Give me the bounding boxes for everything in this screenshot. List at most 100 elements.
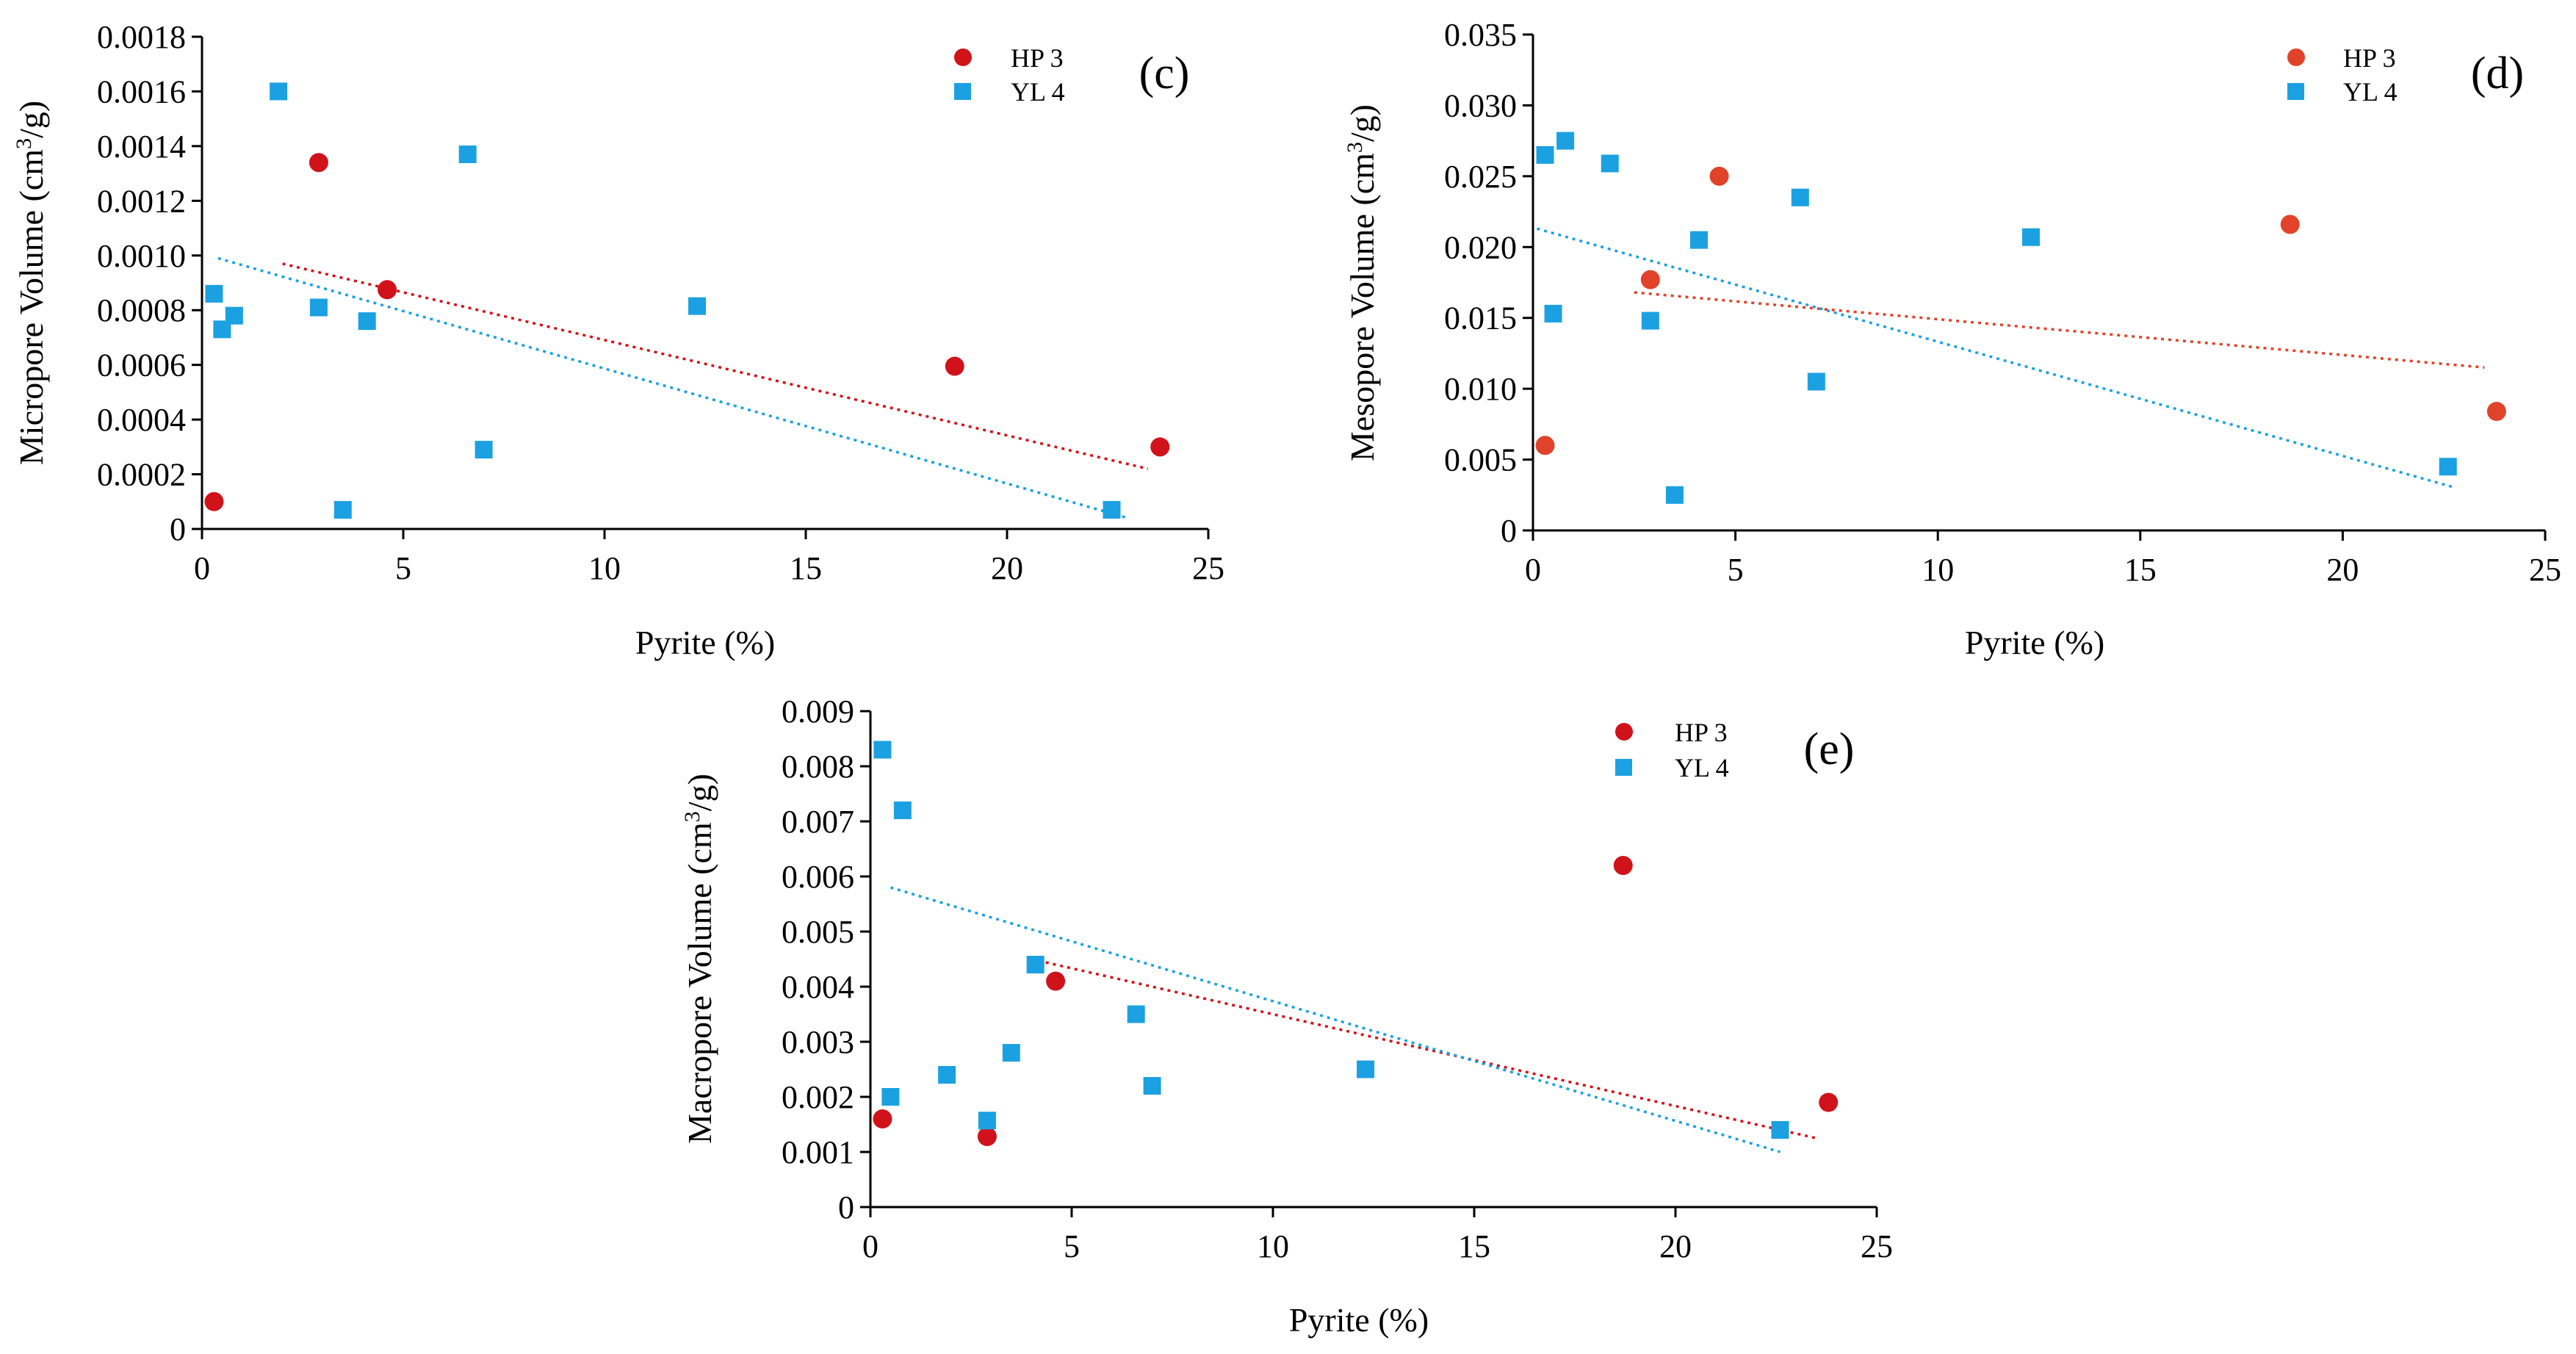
panel-e-hp3-point <box>977 1127 997 1146</box>
panel-d-hp3-point <box>1535 436 1555 455</box>
panel-d-yl4-point <box>1791 188 1809 206</box>
panel-c-yl4-point <box>1103 500 1121 519</box>
panel-c-y-tick-label: 0.0010 <box>97 238 186 274</box>
panel-d-yl4-point <box>1601 154 1619 173</box>
panel-e-y-tick-label: 0 <box>838 1189 854 1225</box>
panel-e-label: (e) <box>1804 724 1855 774</box>
panel-c-legend-hp3-label: HP 3 <box>1011 43 1064 73</box>
panel-c-y-tick-label: 0.0018 <box>97 19 186 55</box>
panel-d-x-tick-label: 5 <box>1728 552 1744 588</box>
panel-d-y-tick-label: 0.015 <box>1444 300 1517 336</box>
panel-e-x-tick-label: 10 <box>1257 1228 1289 1264</box>
panel-e-yl4-point <box>881 1088 900 1106</box>
panel-c-yl4-point <box>270 82 288 101</box>
panel-d-y-tick-label: 0.010 <box>1444 371 1517 407</box>
panel-d: (d) Pyrite (%) Mesopore Volume (cm3/g) H… <box>1343 17 2561 661</box>
panel-d-hp3-point <box>2280 215 2300 234</box>
panel-c-hp3-point <box>309 153 328 173</box>
panel-d-legend-hp3-marker <box>2287 48 2305 66</box>
panel-e-legend-yl4-label: YL 4 <box>1675 753 1729 782</box>
panel-e-yl4-trendline <box>890 886 1781 1153</box>
panel-c-yl4-point <box>225 306 243 325</box>
panel-d-yl4-point <box>1556 132 1575 150</box>
panel-c-ylabel: Micropore Volume (cm3/g) <box>12 101 50 465</box>
panel-e-yl4-point <box>873 741 892 759</box>
panel-c-y-tick-label: 0.0008 <box>97 292 186 328</box>
panel-d-yl4-point <box>1665 486 1684 504</box>
panel-d-x-tick-label: 0 <box>1525 552 1541 588</box>
panel-d-yl4-trendline <box>1537 227 2457 489</box>
panel-c-y-tick-label: 0.0012 <box>97 183 186 219</box>
panel-e-y-tick-label: 0.008 <box>782 749 854 785</box>
panel-e-y-tick-label: 0.007 <box>782 804 854 840</box>
panel-c-x-tick-label: 0 <box>194 550 210 586</box>
panel-e-yl4-point <box>893 802 912 819</box>
panel-c-x-tick-label: 10 <box>588 550 621 586</box>
panel-c-yl4-point <box>358 312 376 331</box>
panel-c-hp3-trendline <box>282 262 1149 470</box>
panel-c-hp3-point <box>204 491 224 511</box>
panel-c-hp3-point <box>378 280 397 300</box>
panel-e-yl4-point <box>1127 1005 1145 1023</box>
panel-d-y-tick-label: 0.030 <box>1444 87 1517 123</box>
panel-e-y-tick-label: 0.001 <box>782 1134 854 1170</box>
panel-e-yl4-point <box>978 1112 996 1130</box>
panel-d-hp3-point <box>1640 270 1660 289</box>
panel-c-yl4-point <box>688 297 707 315</box>
panel-e-yl4-point <box>938 1066 956 1084</box>
panel-d-yl4-point <box>1689 231 1708 249</box>
panel-d-x-tick-label: 25 <box>2529 552 2561 588</box>
panel-d-yl4-point <box>1536 145 1554 164</box>
panel-d-x-tick-label: 20 <box>2326 552 2359 588</box>
panel-e-x-tick-label: 20 <box>1659 1228 1692 1264</box>
panel-c-y-tick-label: 0.0002 <box>97 457 186 493</box>
panel-d-xlabel: Pyrite (%) <box>1965 624 2104 661</box>
panel-c-x-tick-label: 25 <box>1192 550 1224 586</box>
panel-d-y-tick-label: 0.025 <box>1444 159 1517 195</box>
panel-d-legend-hp3-label: HP 3 <box>2343 43 2396 73</box>
panel-c-yl4-point <box>458 145 477 164</box>
panel-e-hp3-point <box>873 1109 892 1128</box>
panel-c-yl4-point <box>205 284 223 303</box>
panel-e-x-tick-label: 0 <box>862 1228 878 1264</box>
panel-c-yl4-point <box>333 500 352 519</box>
panel-d-yl4-point <box>1544 304 1562 323</box>
panel-e-y-tick-label: 0.003 <box>782 1024 854 1060</box>
panel-d-hp3-point <box>2486 402 2506 421</box>
panel-d-y-tick-label: 0.005 <box>1444 442 1517 478</box>
panel-e-x-tick-label: 5 <box>1064 1228 1080 1264</box>
panel-c-yl4-point <box>309 298 328 317</box>
panel-e-legend-yl4-marker <box>1615 759 1632 776</box>
panel-c-hp3-point <box>945 356 964 376</box>
panel-e-y-tick-label: 0.006 <box>782 859 854 895</box>
panel-c-legend-yl4-marker <box>954 83 971 100</box>
panel-c-legend-hp3-marker <box>954 48 972 66</box>
panel-e: (e) Pyrite (%) Macropore Volume (cm3/g) … <box>680 694 1893 1339</box>
panel-c-yl4-point <box>475 441 493 459</box>
panel-c-y-tick-label: 0.0016 <box>97 73 186 109</box>
panel-d-y-tick-label: 0.020 <box>1444 229 1517 265</box>
panel-e-yl4-point <box>1026 956 1045 973</box>
panel-e-y-tick-label: 0.004 <box>782 969 854 1005</box>
panel-c-yl4-trendline <box>217 256 1128 519</box>
panel-d-yl4-point <box>2439 458 2457 476</box>
panel-d-legend-yl4-label: YL 4 <box>2343 77 2398 107</box>
panel-c-xlabel: Pyrite (%) <box>635 624 775 661</box>
panel-c-y-tick-label: 0.0014 <box>97 129 186 165</box>
panel-e-yl4-point <box>1002 1044 1020 1062</box>
panel-d-y-tick-label: 0.035 <box>1444 17 1517 53</box>
panel-d-ylabel: Mesopore Volume (cm3/g) <box>1343 104 1381 461</box>
panel-e-ylabel: Macropore Volume (cm3/g) <box>680 774 718 1144</box>
panel-c-hp3-point <box>1150 437 1170 457</box>
panel-d-legend-yl4-marker <box>2287 83 2304 100</box>
panel-d-yl4-point <box>1807 372 1825 391</box>
panel-d-hp3-point <box>1709 166 1729 186</box>
panel-d-y-tick-label: 0 <box>1501 513 1517 549</box>
panel-e-yl4-point <box>1143 1077 1161 1095</box>
panel-e-yl4-point <box>1771 1121 1789 1139</box>
panel-c-legend-yl4-label: YL 4 <box>1011 77 1065 107</box>
panel-c-label: (c) <box>1139 48 1190 98</box>
panel-e-yl4-point <box>1357 1060 1375 1078</box>
panel-c-y-tick-label: 0.0006 <box>97 347 186 383</box>
